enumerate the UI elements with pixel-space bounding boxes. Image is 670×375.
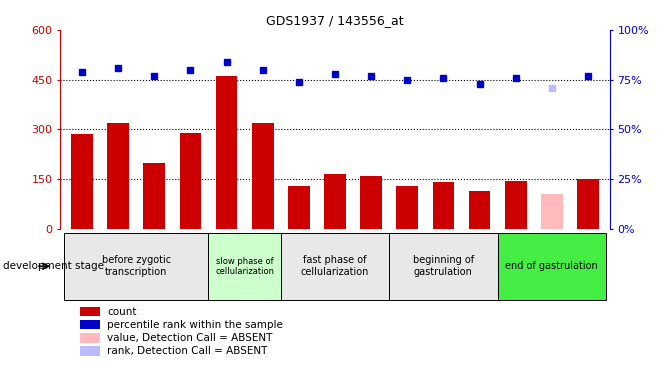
Bar	[288, 186, 310, 229]
Text: fast phase of
cellularization: fast phase of cellularization	[301, 255, 369, 277]
Bar	[143, 162, 165, 229]
Bar	[389, 232, 498, 300]
Bar	[577, 179, 599, 229]
Bar	[216, 76, 237, 229]
Bar	[80, 320, 100, 330]
Bar	[324, 174, 346, 229]
Bar	[80, 333, 100, 343]
Bar	[433, 182, 454, 229]
Text: beginning of
gastrulation: beginning of gastrulation	[413, 255, 474, 277]
Text: count: count	[107, 307, 137, 316]
Bar	[107, 123, 129, 229]
Bar	[80, 346, 100, 356]
Bar	[64, 232, 208, 300]
Bar	[397, 186, 418, 229]
Title: GDS1937 / 143556_at: GDS1937 / 143556_at	[266, 15, 404, 27]
Text: before zygotic
transcription: before zygotic transcription	[102, 255, 171, 277]
Text: end of gastrulation: end of gastrulation	[505, 261, 598, 271]
Text: rank, Detection Call = ABSENT: rank, Detection Call = ABSENT	[107, 346, 267, 356]
Bar	[360, 176, 382, 229]
Bar	[505, 181, 527, 229]
Text: development stage: development stage	[3, 261, 105, 271]
Text: slow phase of
cellularization: slow phase of cellularization	[215, 256, 274, 276]
Bar	[208, 232, 281, 300]
Bar	[541, 194, 563, 229]
Text: value, Detection Call = ABSENT: value, Detection Call = ABSENT	[107, 333, 273, 343]
Bar	[281, 232, 389, 300]
Bar	[469, 190, 490, 229]
Bar	[498, 232, 606, 300]
Bar	[71, 134, 93, 229]
Text: percentile rank within the sample: percentile rank within the sample	[107, 320, 283, 330]
Bar	[80, 307, 100, 316]
Bar	[252, 123, 273, 229]
Bar	[180, 133, 201, 229]
